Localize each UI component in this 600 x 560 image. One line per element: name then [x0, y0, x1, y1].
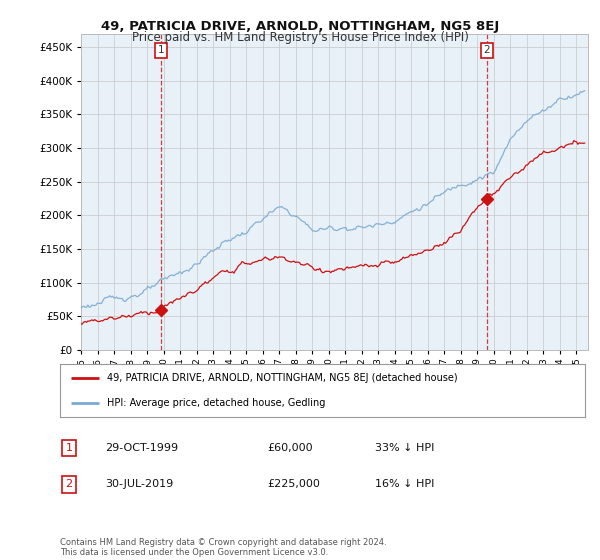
Text: 2: 2: [484, 45, 490, 55]
Text: 16% ↓ HPI: 16% ↓ HPI: [375, 479, 434, 489]
Text: £225,000: £225,000: [267, 479, 320, 489]
Text: Price paid vs. HM Land Registry's House Price Index (HPI): Price paid vs. HM Land Registry's House …: [131, 31, 469, 44]
Text: £60,000: £60,000: [267, 443, 313, 453]
Text: 33% ↓ HPI: 33% ↓ HPI: [375, 443, 434, 453]
Text: 29-OCT-1999: 29-OCT-1999: [105, 443, 178, 453]
Text: 49, PATRICIA DRIVE, ARNOLD, NOTTINGHAM, NG5 8EJ: 49, PATRICIA DRIVE, ARNOLD, NOTTINGHAM, …: [101, 20, 499, 32]
Text: 1: 1: [65, 443, 73, 453]
Text: HPI: Average price, detached house, Gedling: HPI: Average price, detached house, Gedl…: [107, 398, 326, 408]
Text: 49, PATRICIA DRIVE, ARNOLD, NOTTINGHAM, NG5 8EJ (detached house): 49, PATRICIA DRIVE, ARNOLD, NOTTINGHAM, …: [107, 374, 458, 384]
Text: Contains HM Land Registry data © Crown copyright and database right 2024.
This d: Contains HM Land Registry data © Crown c…: [60, 538, 386, 557]
Text: 1: 1: [157, 45, 164, 55]
Text: 2: 2: [65, 479, 73, 489]
Text: 30-JUL-2019: 30-JUL-2019: [105, 479, 173, 489]
